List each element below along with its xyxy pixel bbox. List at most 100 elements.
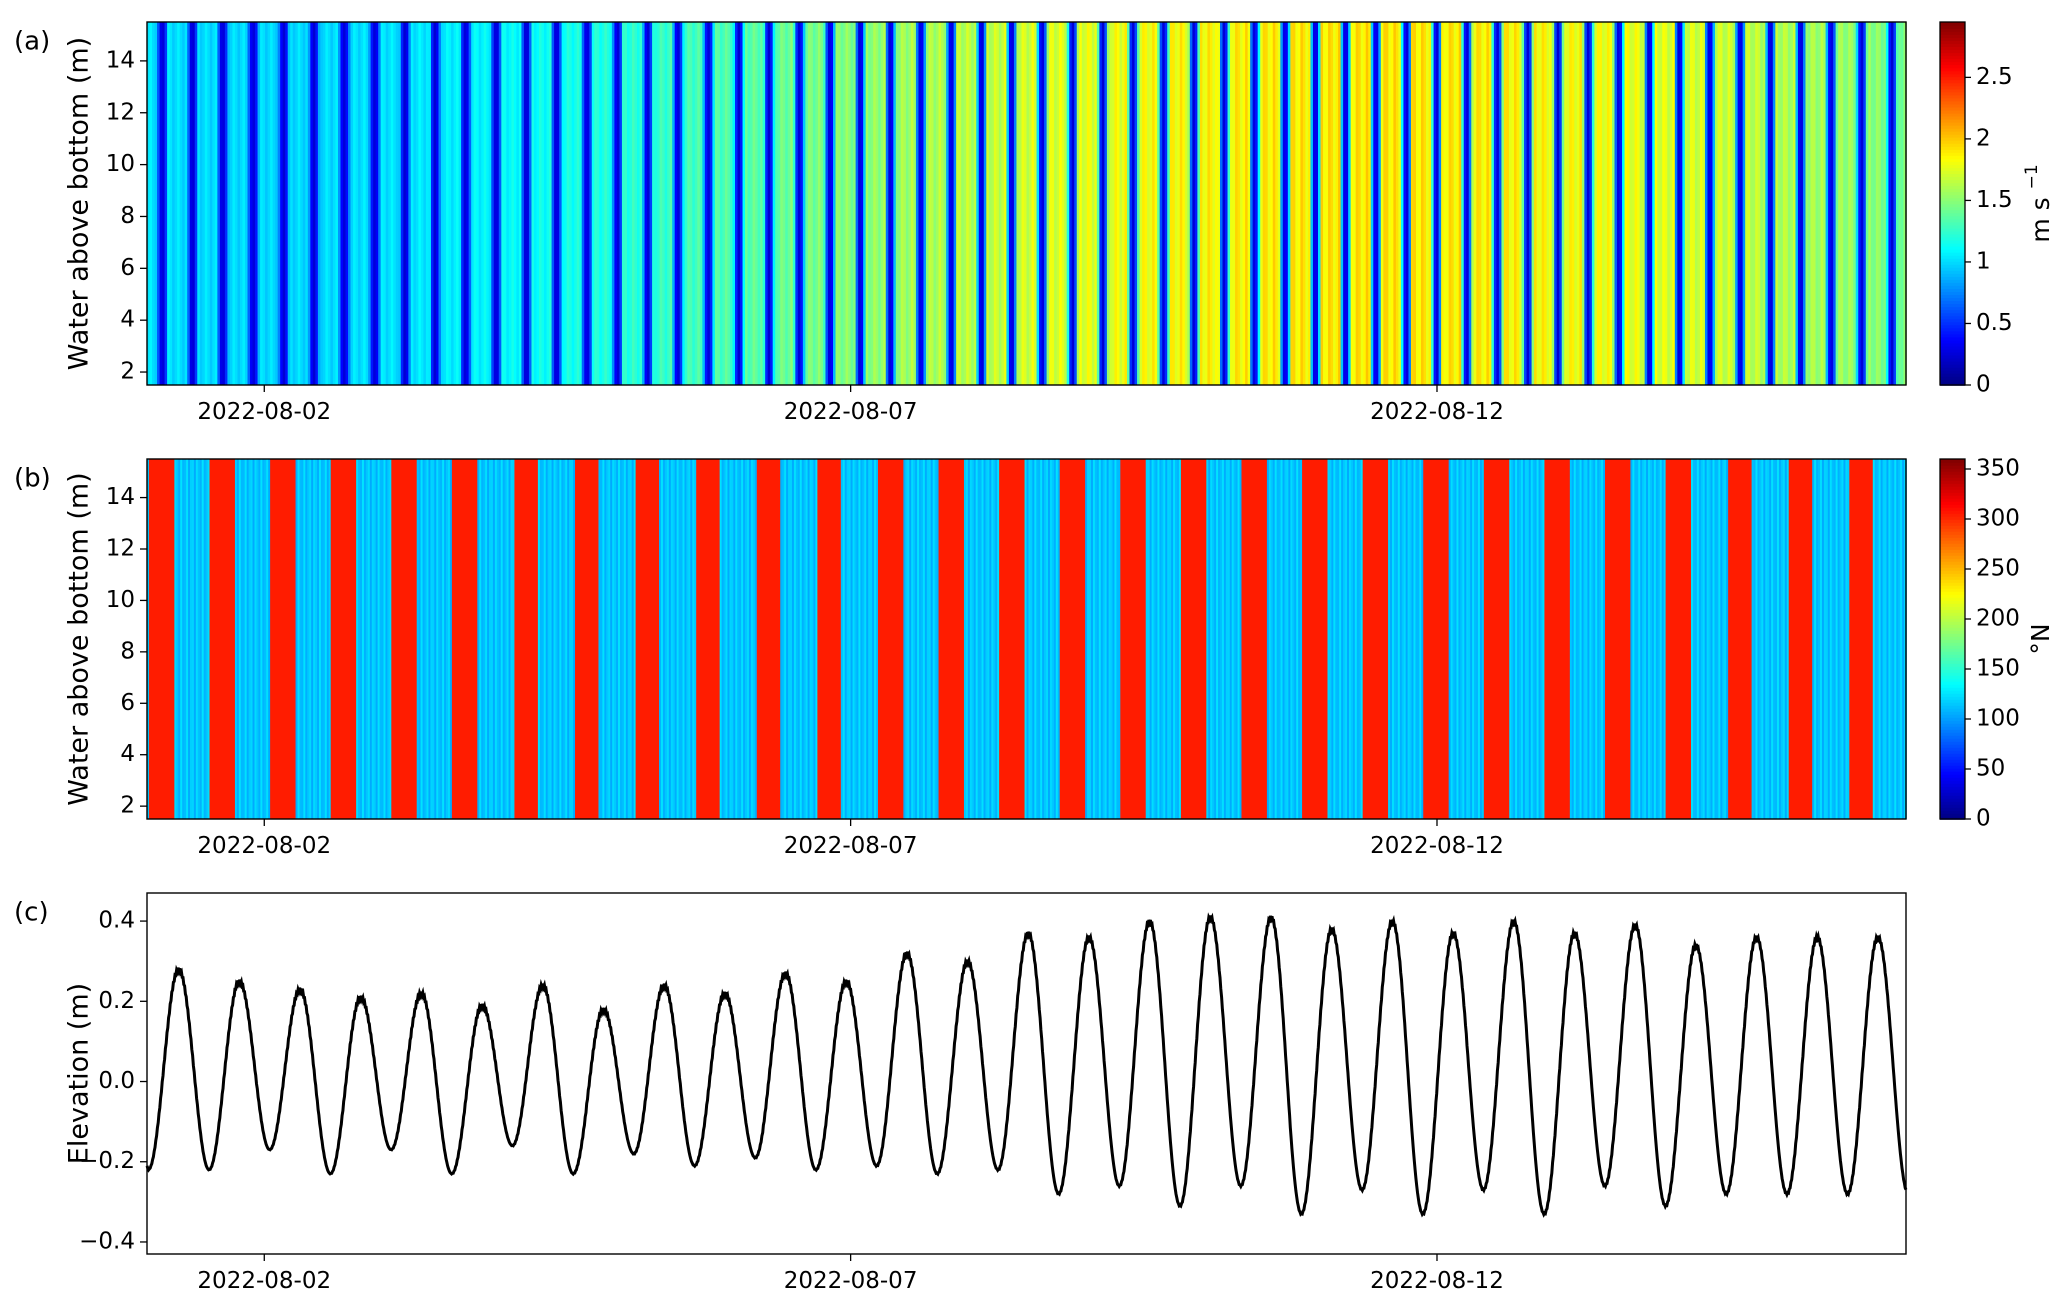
direction-cell [1302,459,1305,819]
speed-cell [478,22,483,385]
direction-cell [1474,459,1477,819]
colorbar-swatch [1940,459,1965,463]
direction-cell [704,459,707,819]
direction-cell [1712,459,1716,819]
direction-cell [453,459,457,819]
speed-cell [1496,22,1500,385]
speed-cell [883,22,887,385]
direction-cell [698,459,701,819]
direction-cell [360,459,363,819]
direction-cell [1605,459,1608,819]
speed-cell [290,22,294,385]
speed-cell [1023,22,1028,385]
colorbar-swatch [1940,630,1965,634]
colorbar-swatch [1940,711,1965,715]
speed-cell [262,22,266,385]
direction-cell [969,459,973,819]
direction-cell [836,459,840,819]
direction-cell [447,459,451,819]
direction-cell [498,459,502,819]
speed-cell [1388,22,1392,385]
direction-cell [1309,459,1313,819]
direction-cell [1542,459,1546,819]
direction-cell [1683,459,1686,819]
direction-cell [917,459,920,819]
direction-cell [1765,459,1769,819]
speed-cell [405,22,410,385]
speed-cell [1277,22,1282,385]
direction-cell [637,459,641,819]
direction-cell [573,459,576,819]
direction-cell [313,459,316,819]
speed-cell [1426,22,1430,385]
colorbar-swatch [1940,759,1965,763]
colorbar-label: °N [2026,623,2055,654]
colorbar-tick-label: 1.5 [1976,187,2013,213]
direction-cell [1276,459,1280,819]
colorbar-swatch [1940,654,1965,658]
speed-cell [239,22,244,385]
colorbar-swatch [1940,43,1965,47]
direction-cell [502,459,506,819]
speed-cell [320,22,324,385]
direction-cell [760,459,764,819]
direction-cell [1315,459,1319,819]
colorbar-swatch [1940,582,1965,586]
direction-cell [1575,459,1579,819]
direction-cell [1075,459,1079,819]
direction-cell [1679,459,1683,819]
direction-cell [1616,459,1620,819]
speed-cell [255,22,259,385]
speed-cell [1858,22,1862,385]
direction-cell [1085,459,1088,819]
direction-cell [430,459,434,819]
direction-cell [799,459,803,819]
speed-cell [1591,22,1596,385]
colorbar-swatch [1940,642,1965,646]
direction-cell [1769,459,1772,819]
direction-cell [1042,459,1045,819]
direction-cell [842,459,846,819]
colorbar-swatch [1940,615,1965,619]
direction-cell [862,459,866,819]
colorbar-tick-label: 1 [1976,248,1991,274]
direction-cell [1773,459,1776,819]
speed-cell [885,22,890,385]
colorbar-swatch [1940,501,1965,505]
direction-cell [623,459,627,819]
direction-cell [367,459,371,819]
direction-cell [1284,459,1288,819]
speed-cell [1096,22,1101,385]
direction-cell [1073,459,1077,819]
speed-cell [395,22,400,385]
colorbar-swatch [1940,173,1965,178]
direction-cell [1743,459,1747,819]
speed-cell [365,22,369,385]
direction-cell [277,459,281,819]
direction-cell [537,459,541,819]
speed-cell [933,22,937,385]
direction-cell [1390,459,1393,819]
speed-cell [875,22,880,385]
speed-cell [682,22,686,385]
direction-cell [891,459,895,819]
speed-cell [1818,22,1822,385]
direction-cell [401,459,404,819]
heatmap-field [147,22,1907,385]
speed-cell [1737,22,1741,385]
direction-cell [1384,459,1387,819]
speed-cell [167,22,171,385]
speed-cell [1792,22,1797,385]
direction-cell [887,459,891,819]
direction-cell [979,459,983,819]
direction-cell [1558,459,1561,819]
colorbar-swatch [1940,182,1965,187]
direction-cell [715,459,719,819]
colorbar-swatch [1940,233,1965,238]
speed-cell [1870,22,1875,385]
colorbar-swatch [1940,73,1965,78]
direction-cell [1673,459,1677,819]
speed-cell [1649,22,1654,385]
speed-cell [611,22,616,385]
speed-cell [217,22,221,385]
